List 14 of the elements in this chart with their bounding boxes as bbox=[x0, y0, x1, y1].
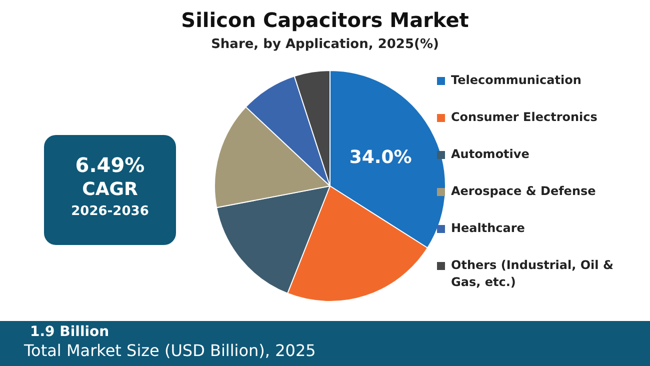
legend-label: Automotive bbox=[451, 146, 530, 163]
legend-label: Others (Industrial, Oil & Gas, etc.) bbox=[451, 257, 614, 291]
text: 1.9 Billion bbox=[30, 324, 110, 340]
chart-title: Silicon Capacitors Market bbox=[180, 8, 470, 32]
legend-label: Consumer Electronics bbox=[451, 109, 598, 126]
chart-subtitle: Share, by Application, 2025(%) bbox=[210, 37, 440, 52]
text: 2026-2036 bbox=[70, 204, 150, 219]
text: 6.49% bbox=[74, 153, 146, 177]
legend-label: Healthcare bbox=[451, 220, 525, 237]
data-label: 34.0% bbox=[349, 146, 412, 168]
text: CAGR bbox=[81, 179, 139, 200]
text: Total Market Size (USD Billion), 2025 bbox=[24, 341, 316, 360]
legend-label: Aerospace & Defense bbox=[451, 183, 596, 200]
legend-label: Telecommunication bbox=[451, 72, 582, 89]
